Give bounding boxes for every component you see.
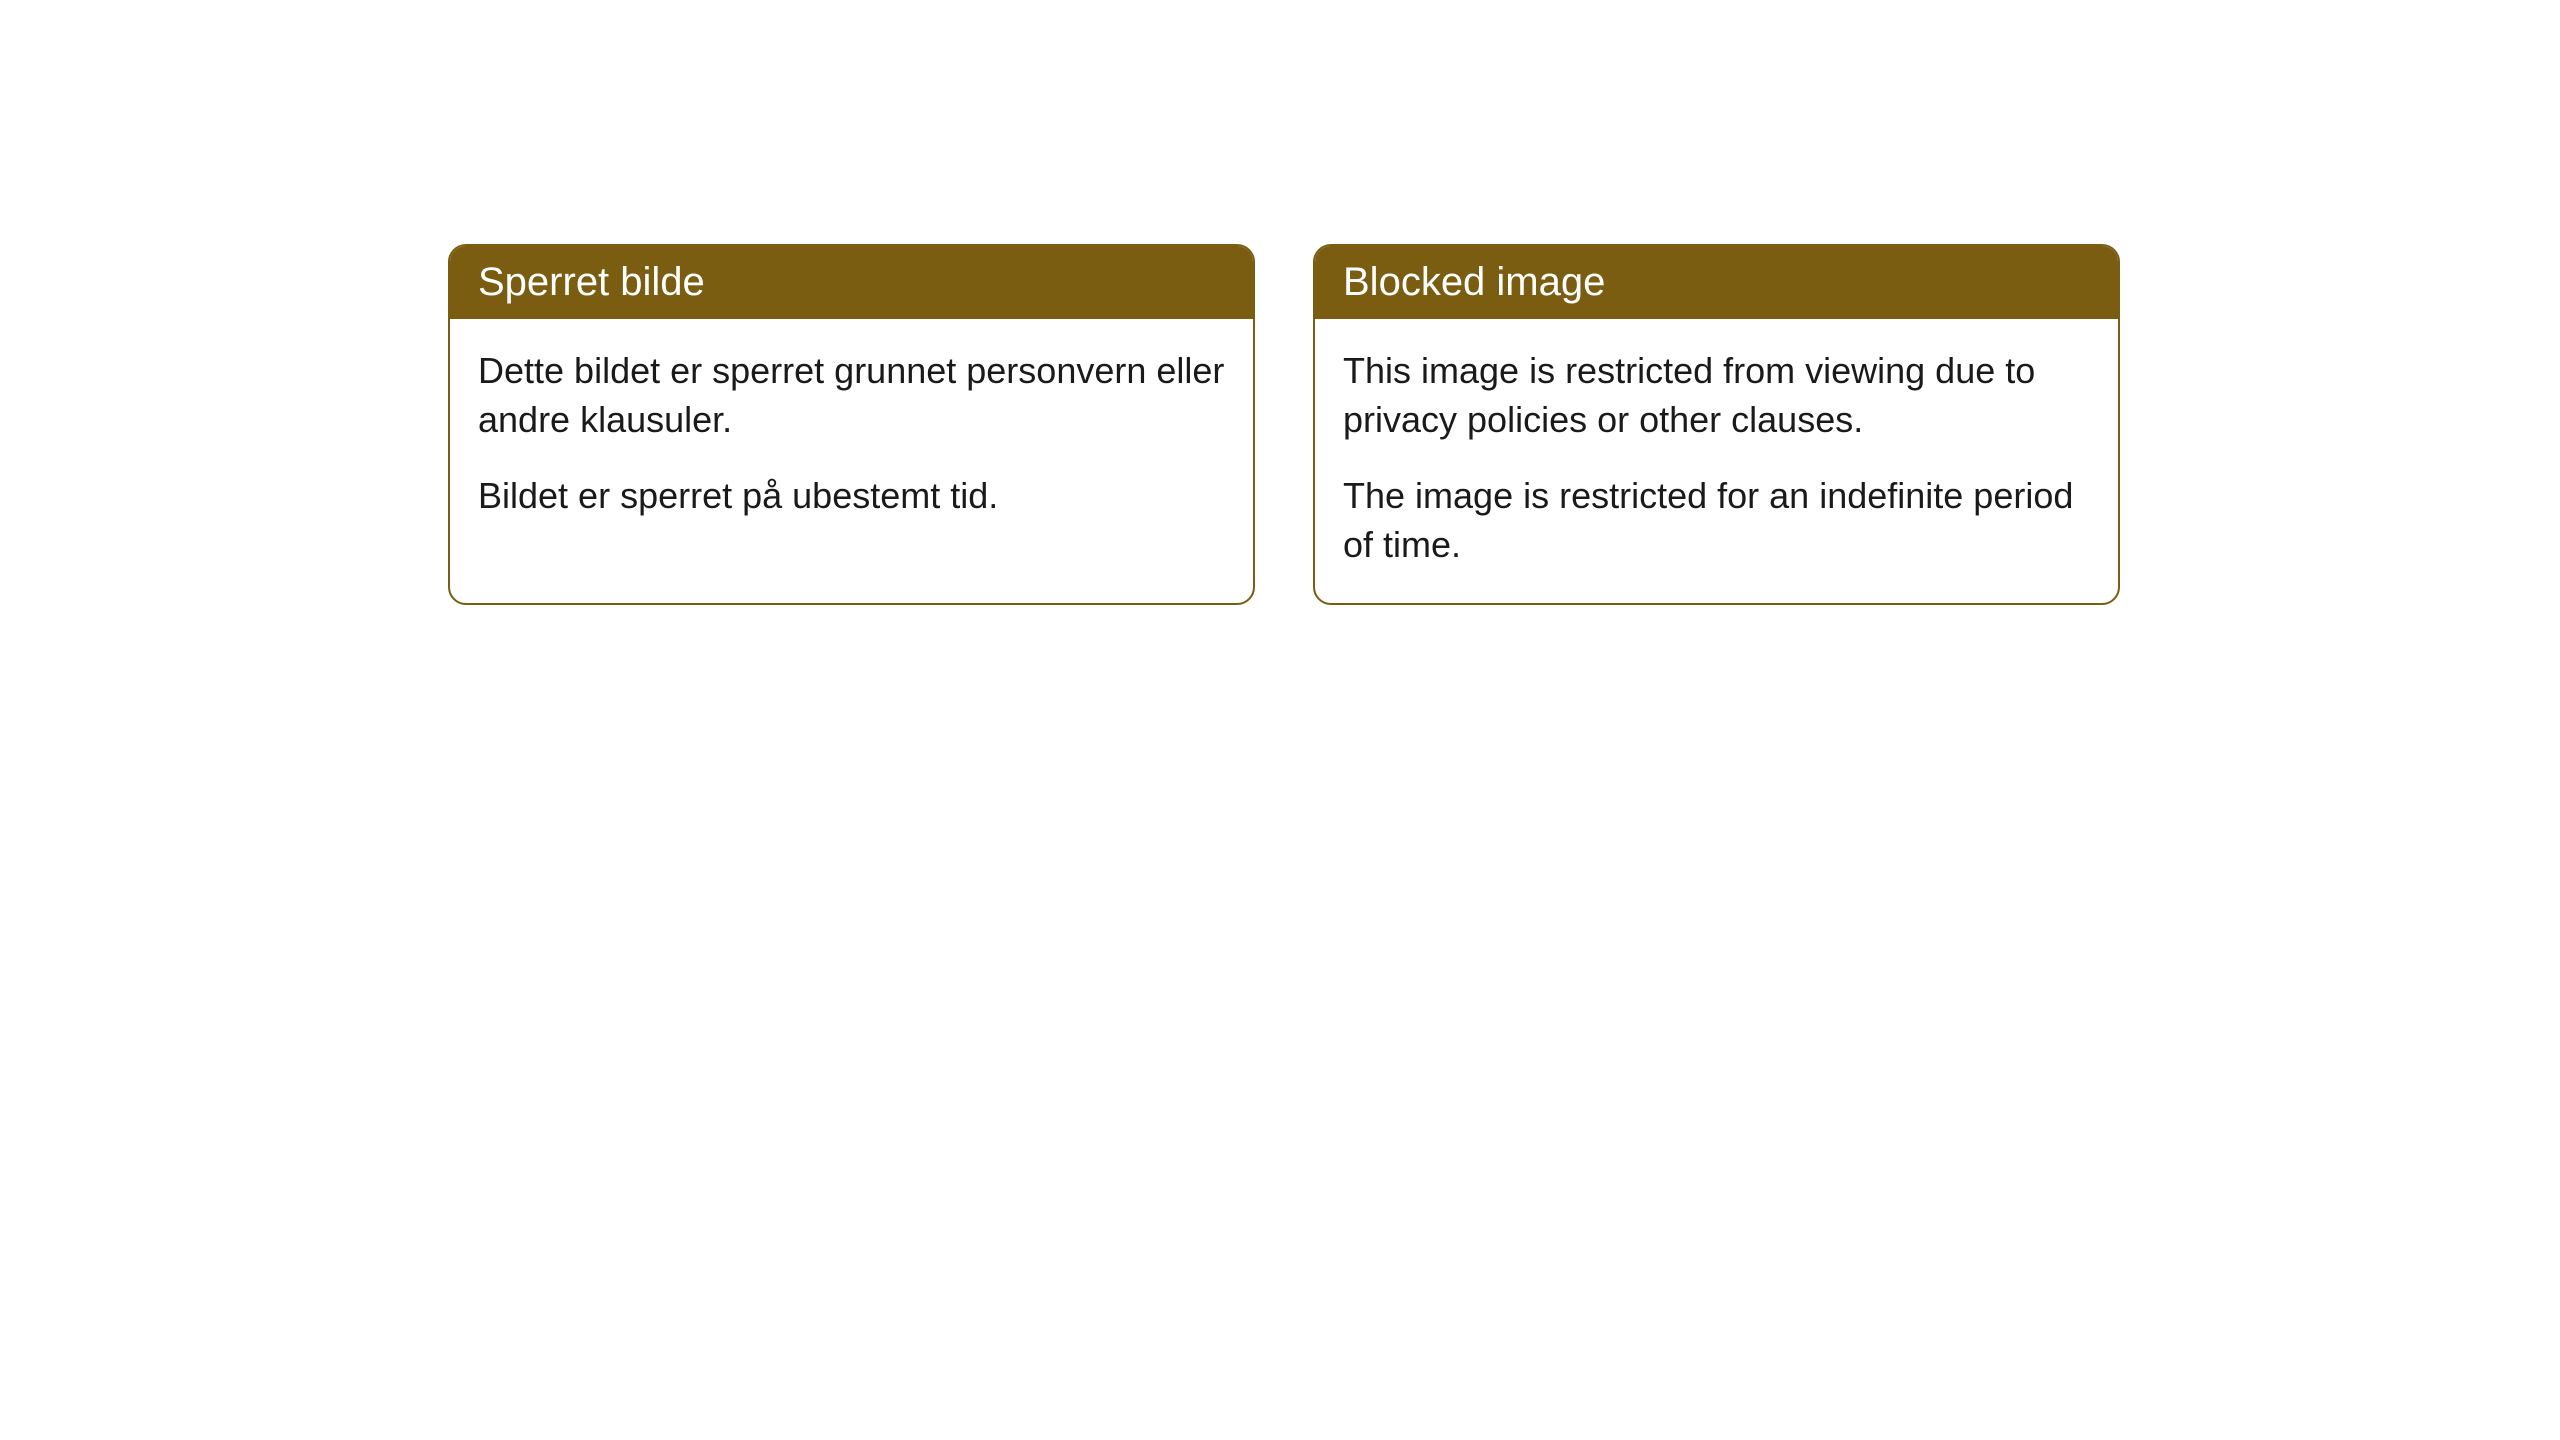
card-paragraph: The image is restricted for an indefinit… bbox=[1343, 472, 2090, 569]
card-title: Sperret bilde bbox=[478, 260, 705, 304]
blocked-image-card-english: Blocked image This image is restricted f… bbox=[1313, 244, 2120, 605]
blocked-image-card-norwegian: Sperret bilde Dette bildet er sperret gr… bbox=[448, 244, 1255, 605]
card-paragraph: Dette bildet er sperret grunnet personve… bbox=[478, 347, 1225, 444]
card-title: Blocked image bbox=[1343, 260, 1605, 304]
card-paragraph: Bildet er sperret på ubestemt tid. bbox=[478, 472, 1225, 521]
cards-container: Sperret bilde Dette bildet er sperret gr… bbox=[448, 244, 2120, 605]
card-body: This image is restricted from viewing du… bbox=[1315, 319, 2118, 603]
card-header: Blocked image bbox=[1315, 246, 2118, 319]
card-body: Dette bildet er sperret grunnet personve… bbox=[450, 319, 1253, 555]
card-paragraph: This image is restricted from viewing du… bbox=[1343, 347, 2090, 444]
card-header: Sperret bilde bbox=[450, 246, 1253, 319]
